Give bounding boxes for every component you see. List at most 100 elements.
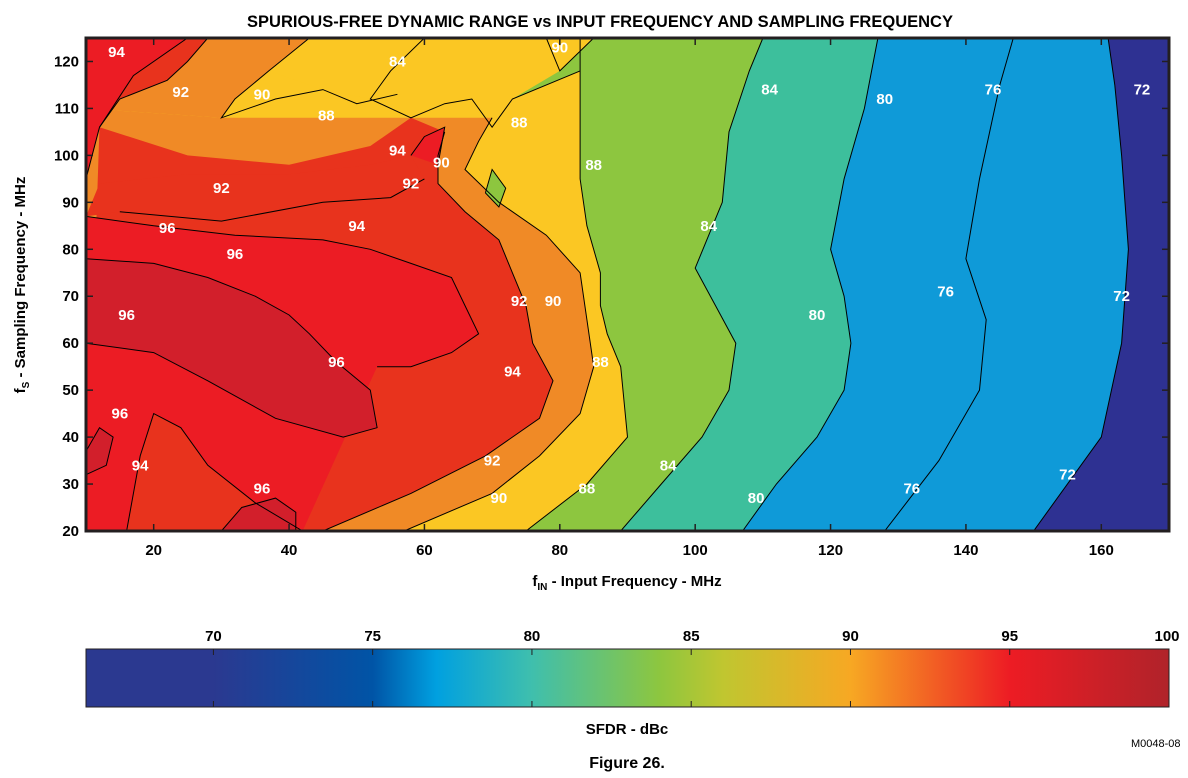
- contour-label: 96: [227, 246, 244, 263]
- figure-code: M0048-08: [1131, 738, 1181, 750]
- y-tick-label: 90: [62, 194, 79, 211]
- region-96-plus: [86, 258, 378, 438]
- contour-label: 90: [545, 293, 562, 310]
- contour-label: 90: [433, 154, 450, 171]
- y-tick-label: 50: [62, 382, 79, 399]
- x-tick-label: 20: [145, 542, 162, 559]
- y-axis-label: fS - Sampling Frequency - MHz: [12, 177, 32, 394]
- x-tick-label: 120: [818, 542, 843, 559]
- contour-label: 72: [1059, 467, 1076, 484]
- y-tick-label: 110: [55, 100, 79, 117]
- x-axis-label: fIN - Input Frequency - MHz: [532, 573, 721, 593]
- contour-line-c96: [86, 258, 378, 438]
- contour-label: 72: [1134, 82, 1151, 99]
- contour-label: 94: [348, 218, 365, 235]
- contour-label: 96: [254, 481, 271, 498]
- colorbar-tick-label: 80: [524, 628, 541, 645]
- contour-label: 80: [876, 91, 893, 108]
- colorbar-tick-label: 70: [205, 628, 222, 645]
- contour-label: 84: [660, 457, 677, 474]
- x-tick-label: 40: [281, 542, 298, 559]
- contour-line-c90: [403, 117, 595, 531]
- contour-label: 84: [700, 218, 717, 235]
- region-94-upper-left: [86, 38, 188, 179]
- region-94-mid-upper: [86, 155, 425, 222]
- region-88-top-band: [255, 38, 560, 128]
- y-tick-label: 40: [62, 429, 79, 446]
- colorbar-tick-label: 85: [683, 628, 700, 645]
- contour-line-c88_top: [369, 38, 581, 129]
- y-tick-label: 120: [54, 53, 79, 70]
- contour-label: 76: [937, 284, 954, 301]
- contour-line-c72: [1033, 38, 1129, 531]
- contour-line-c92_upper: [99, 38, 209, 128]
- y-tick-label: 80: [62, 241, 79, 258]
- colorbar-ticks: 70 75 80 85 90 95 100: [205, 628, 1180, 707]
- contour-line-c88: [525, 38, 629, 531]
- contour-label: 88: [592, 354, 609, 371]
- contour-label: 94: [132, 457, 149, 474]
- contour-line-c96_bottom: [221, 497, 297, 531]
- contour-label: 92: [484, 453, 501, 470]
- contour-label: 92: [213, 180, 230, 197]
- colorbar: [85, 648, 1170, 708]
- colorbar-tick-label: 75: [364, 628, 381, 645]
- contour-label: 84: [761, 82, 778, 99]
- contour-line-isle: [484, 168, 507, 208]
- x-tick-label: 100: [683, 542, 708, 559]
- y-tick-label: 70: [62, 288, 79, 305]
- contour-line-c94: [126, 412, 303, 531]
- contour-label: 84: [389, 53, 406, 70]
- contour-line-c80: [742, 38, 879, 531]
- x-axis-ticks: 20 40 60 80 100 120 140 160: [145, 38, 1114, 559]
- contour-label: 96: [328, 354, 345, 371]
- contour-line-c92: [322, 131, 554, 531]
- contour-label: 92: [511, 293, 528, 310]
- contour-line-c94_mid: [86, 215, 480, 368]
- contour-line-c76: [884, 38, 1014, 531]
- colorbar-tick-label: 95: [1001, 628, 1018, 645]
- contour-line-c94b: [86, 38, 188, 180]
- contour-label: 96: [159, 220, 176, 237]
- contour-label: 72: [1113, 288, 1130, 305]
- contour-label: 90: [551, 39, 568, 56]
- contour-label: 88: [318, 107, 335, 124]
- region-96-bottom: [221, 498, 296, 531]
- contour-label: 80: [809, 307, 826, 324]
- region-94-inner: [410, 127, 445, 165]
- colorbar-label: SFDR - dBc: [586, 721, 669, 738]
- contour-label: 92: [172, 84, 189, 101]
- contour-line-c94_inner: [410, 126, 446, 165]
- contour-label: 88: [579, 481, 596, 498]
- contour-line-c90_left: [220, 38, 398, 119]
- x-tick-label: 60: [416, 542, 433, 559]
- y-axis-ticks: 20 30 40 50 60 70 80 90 100 110 120: [54, 53, 1169, 540]
- x-tick-label: 80: [551, 542, 568, 559]
- x-tick-label: 160: [1089, 542, 1114, 559]
- y-tick-label: 20: [62, 523, 79, 540]
- contour-label: 88: [511, 115, 528, 132]
- plot-frame: [84, 36, 1171, 533]
- contour-line-c84: [620, 38, 764, 531]
- contour-line-c96_left: [86, 426, 114, 476]
- figure-caption: Figure 26.: [589, 755, 665, 772]
- contour-label: 96: [118, 307, 135, 324]
- chart-title: SPURIOUS-FREE DYNAMIC RANGE vs INPUT FRE…: [247, 13, 953, 31]
- x-tick-label: 140: [953, 542, 978, 559]
- contour-label: 96: [112, 406, 129, 423]
- contour-lines: [86, 38, 1129, 531]
- contour-regions: [86, 38, 1169, 531]
- colorbar-tick-label: 90: [842, 628, 859, 645]
- y-tick-label: 30: [62, 476, 79, 493]
- contour-label: 94: [504, 363, 521, 380]
- contour-label: 88: [585, 157, 602, 174]
- contour-label: 80: [748, 490, 765, 507]
- contour-label: 76: [903, 481, 920, 498]
- y-tick-label: 100: [54, 147, 79, 164]
- contour-label: 92: [403, 176, 420, 193]
- contour-line-c92_lower: [119, 178, 425, 222]
- region-88-small-pocket: [546, 38, 594, 71]
- contour-labels: 94 92 90 88 84 90 88 94 90 92 92 88 96 94 96 84 96 92 90 96…: [108, 39, 1150, 507]
- contour-label: 76: [985, 82, 1002, 99]
